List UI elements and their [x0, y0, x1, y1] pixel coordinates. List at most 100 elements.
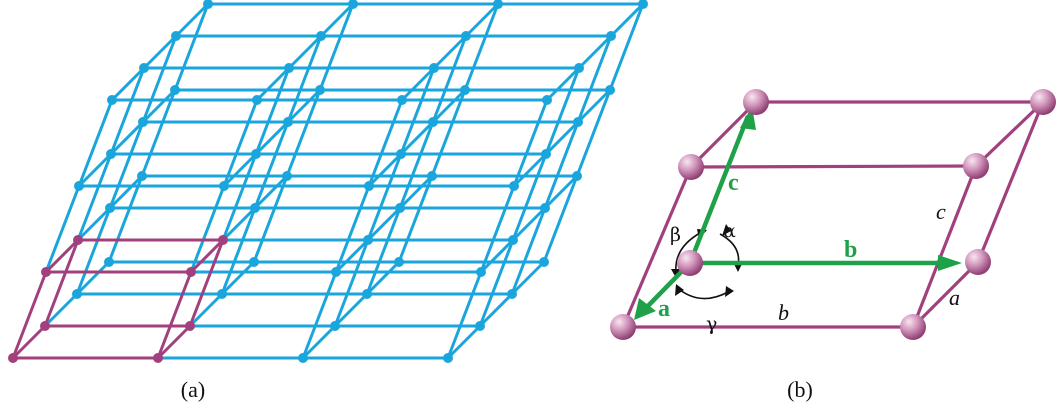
lattice-line [301, 270, 338, 360]
lattice-node [72, 289, 82, 299]
lattice-node [428, 117, 438, 127]
lattice-node [251, 149, 261, 159]
lattice-node [509, 181, 519, 191]
lattice-line [608, 2, 645, 92]
lattice-line [431, 88, 467, 124]
lattice-node [461, 31, 471, 41]
gamma-arc [679, 289, 729, 300]
edge-top-front [690, 164, 977, 169]
lattice-line [140, 88, 177, 178]
lattice-line [463, 2, 500, 92]
lattice-line [478, 238, 515, 328]
lattice-line [609, 2, 645, 38]
beta-label: β [670, 224, 681, 246]
beta-arc [675, 232, 701, 273]
lattice-node [250, 203, 260, 213]
lattice-line [334, 184, 371, 274]
edge-a-label: a [949, 285, 960, 310]
lattice-line [220, 206, 257, 296]
lattice-node [282, 171, 292, 181]
lattice-node [508, 235, 518, 245]
lattice-node [573, 117, 583, 127]
lattice-line [174, 2, 210, 38]
lattice-line [510, 206, 547, 296]
lattice-node [331, 267, 341, 277]
lattice-line [222, 98, 259, 188]
lattice-line [542, 174, 579, 264]
lattice-line [575, 88, 612, 178]
unit-cell-edge [44, 238, 80, 274]
caption-b: (b) [787, 377, 813, 402]
unit-cell-edge [156, 324, 192, 360]
lattice-line [77, 98, 114, 188]
lattice-line [512, 98, 549, 188]
lattice-node [316, 31, 326, 41]
lattice-line [319, 2, 355, 38]
lattice-line [399, 120, 435, 156]
lattice-line [221, 152, 258, 242]
lattice-line [220, 260, 256, 296]
vector-b-label: b [844, 237, 857, 263]
lattice-node [542, 95, 552, 105]
vector-a-head [634, 298, 656, 320]
lattice-line [366, 206, 402, 242]
lattice-line [189, 184, 226, 274]
lattice-line [430, 88, 467, 178]
unit-cell-node [8, 353, 18, 363]
lattice-line [301, 324, 337, 360]
lattice-line [544, 66, 581, 156]
lattice-line [254, 66, 291, 156]
lattice-node [427, 171, 437, 181]
lattice-line [252, 174, 289, 264]
lattice-line [512, 152, 548, 188]
lattice-line [108, 120, 145, 210]
lattice-node [104, 257, 114, 267]
lattice-line [221, 206, 257, 242]
lattice-node [139, 63, 149, 73]
lattice-node [330, 321, 340, 331]
lattice-line [479, 238, 515, 274]
lattice-line [255, 66, 291, 102]
lattice-node [429, 63, 439, 73]
lattice-line [110, 66, 146, 102]
lattice-line [577, 34, 613, 70]
vector-c-shaft [687, 115, 751, 264]
gamma-label: γ [706, 313, 717, 335]
lattice-line [108, 174, 144, 210]
lattice-node [170, 85, 180, 95]
lattice-line [109, 120, 145, 156]
lattice-line [365, 260, 401, 296]
lattice-line [576, 34, 613, 124]
lattice-line [545, 66, 581, 102]
lattice-node [203, 0, 213, 9]
lattice-node [460, 85, 470, 95]
lattice-node [252, 95, 262, 105]
lattice-line [398, 174, 434, 210]
lattice-node [249, 257, 259, 267]
lattice-line [76, 206, 112, 242]
lattice-lines [43, 2, 645, 360]
lattice-node [364, 181, 374, 191]
unit-cell-edge [188, 238, 225, 328]
unit-cell-node [40, 321, 50, 331]
lattice-node [171, 31, 181, 41]
lattice-line [43, 292, 79, 328]
lattice-line [109, 66, 146, 156]
lattice-node [219, 181, 229, 191]
lattice-line [222, 152, 258, 188]
unit-cell-edge [156, 270, 193, 360]
atom-origin [677, 250, 703, 276]
lattice-line [76, 152, 113, 242]
lattice-node [574, 63, 584, 73]
lattice-line [543, 174, 579, 210]
lattice-node [284, 63, 294, 73]
unit-cell-nodes [8, 235, 228, 363]
unit-cell-node [185, 321, 195, 331]
lattice-line [287, 34, 323, 70]
lattice-node [507, 289, 517, 299]
edge-top-left [689, 100, 758, 169]
edge-right-bottom [911, 260, 980, 329]
lattice-line [446, 324, 482, 360]
lattice-line [44, 184, 81, 274]
highlighted-unit-cell [8, 235, 228, 363]
